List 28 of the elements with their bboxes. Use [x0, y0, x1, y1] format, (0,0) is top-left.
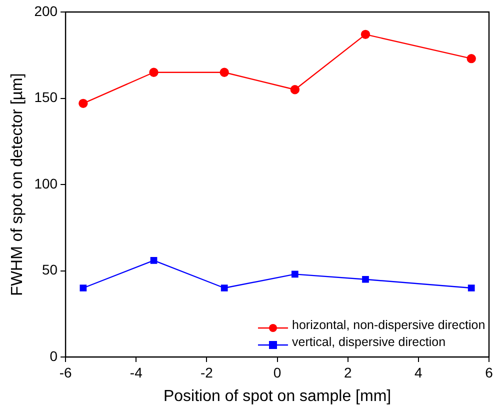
point — [468, 284, 475, 292]
y-tick-label: 0 — [50, 348, 58, 364]
point — [78, 98, 88, 108]
x-tick-label: -4 — [130, 364, 143, 380]
x-axis-title: Position of spot on sample [mm] — [163, 388, 392, 405]
point — [149, 68, 158, 77]
legend-label: vertical, dispersive direction — [292, 334, 446, 351]
point — [466, 54, 476, 64]
point — [220, 68, 229, 77]
x-tick-label: 2 — [344, 364, 352, 380]
y-tick-label: 200 — [34, 2, 58, 19]
y-axis-title: FWHM of spot on detector [µm] — [9, 73, 26, 296]
legend-label: horizontal, non-dispersive direction — [292, 317, 486, 334]
point — [150, 256, 158, 264]
x-tick-label: -2 — [200, 364, 214, 380]
y-tick-label: 150 — [34, 89, 58, 106]
point — [290, 85, 300, 94]
y-tick-label: 100 — [34, 175, 58, 192]
x-tick-label: -6 — [59, 364, 72, 380]
point — [362, 276, 369, 283]
point — [220, 284, 228, 292]
y-tick-label: 50 — [42, 262, 58, 278]
point — [291, 270, 298, 278]
point — [80, 284, 87, 292]
x-tick-label: 0 — [273, 364, 282, 380]
x-tick-label: 6 — [485, 364, 494, 380]
x-tick-label: 4 — [414, 364, 423, 380]
point — [360, 30, 370, 40]
